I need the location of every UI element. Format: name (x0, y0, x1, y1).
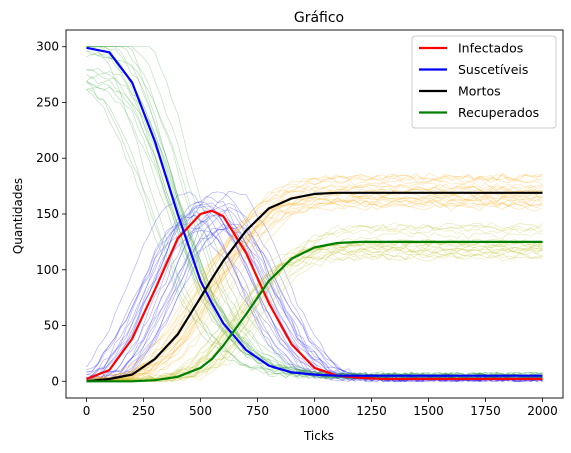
ensemble-run (86, 222, 543, 382)
y-tick-label: 300 (36, 40, 59, 54)
ensemble-run (86, 182, 543, 382)
ensemble-run (86, 195, 543, 382)
series-line-recuperados (86, 240, 543, 383)
series-line-suscetíveis (86, 46, 543, 377)
legend-label: Suscetíveis (458, 62, 528, 77)
legend: Infectados Suscetíveis Mortos Recuperados (411, 35, 557, 129)
series-lines (86, 46, 543, 383)
ensemble-run (86, 206, 543, 382)
ensemble-run (86, 246, 543, 382)
series-line-mortos (86, 191, 543, 383)
ensemble-run (86, 214, 543, 382)
y-tick-label: 0 (51, 374, 59, 388)
ensemble-run (86, 195, 543, 382)
x-tick-label: 1250 (356, 404, 387, 418)
ensemble-run (86, 200, 543, 382)
x-tick-label: 2000 (527, 404, 558, 418)
y-tick-label: 250 (36, 95, 59, 109)
legend-label: Recuperados (458, 105, 539, 120)
ensemble-run (86, 251, 543, 382)
ensemble-run (86, 254, 543, 382)
ensemble-run (86, 89, 543, 380)
ensemble-run (86, 199, 543, 382)
ensemble-run (86, 201, 543, 382)
legend-label: Infectados (458, 41, 523, 56)
x-tick-label: 1000 (299, 404, 330, 418)
x-axis-label: Ticks (303, 429, 334, 443)
x-tick-label: 750 (246, 404, 269, 418)
ensemble-run (86, 190, 543, 382)
x-tick-label: 0 (83, 404, 91, 418)
ensemble-run (86, 178, 543, 382)
ensemble-run (86, 185, 543, 382)
x-tick-label: 1750 (470, 404, 501, 418)
y-tick-label: 150 (36, 207, 59, 221)
ensemble-run (86, 80, 543, 380)
ensemble-run (86, 198, 543, 382)
x-tick-label: 1500 (413, 404, 444, 418)
ensemble-run (86, 172, 543, 382)
ensemble-run (86, 204, 543, 382)
ensemble-run (86, 50, 543, 380)
ensemble-run (86, 173, 543, 382)
ensemble-run (86, 176, 543, 382)
legend-label: Mortos (458, 84, 501, 99)
ensemble-run (86, 247, 543, 382)
y-axis-label: Quantidades (11, 178, 25, 254)
ensemble-run (86, 191, 543, 382)
ensemble-run (86, 183, 543, 382)
ensemble-run (86, 184, 543, 382)
y-tick-label: 200 (36, 151, 59, 165)
y-tick-label: 50 (44, 319, 59, 333)
ensemble-run (86, 194, 543, 382)
legend-box (411, 35, 557, 129)
chart-title: Gráfico (294, 10, 344, 26)
ensemble-run (86, 80, 543, 380)
ensemble-run (86, 240, 543, 382)
y-tick-label: 100 (36, 263, 59, 277)
series-line-infectados (86, 209, 543, 381)
ensemble-run (86, 229, 543, 382)
x-tick-label: 500 (189, 404, 212, 418)
ensemble-run (86, 246, 543, 382)
ensemble-run (86, 253, 543, 382)
ensemble-run (86, 224, 543, 382)
ensemble-run (86, 226, 543, 382)
ensemble-run (86, 196, 543, 382)
y-axis: 0 50 100 150 200 250 300 (36, 40, 66, 388)
x-tick-label: 250 (132, 404, 155, 418)
x-axis: 0 250 500 750 1000 1250 1500 1750 2000 (83, 398, 558, 418)
